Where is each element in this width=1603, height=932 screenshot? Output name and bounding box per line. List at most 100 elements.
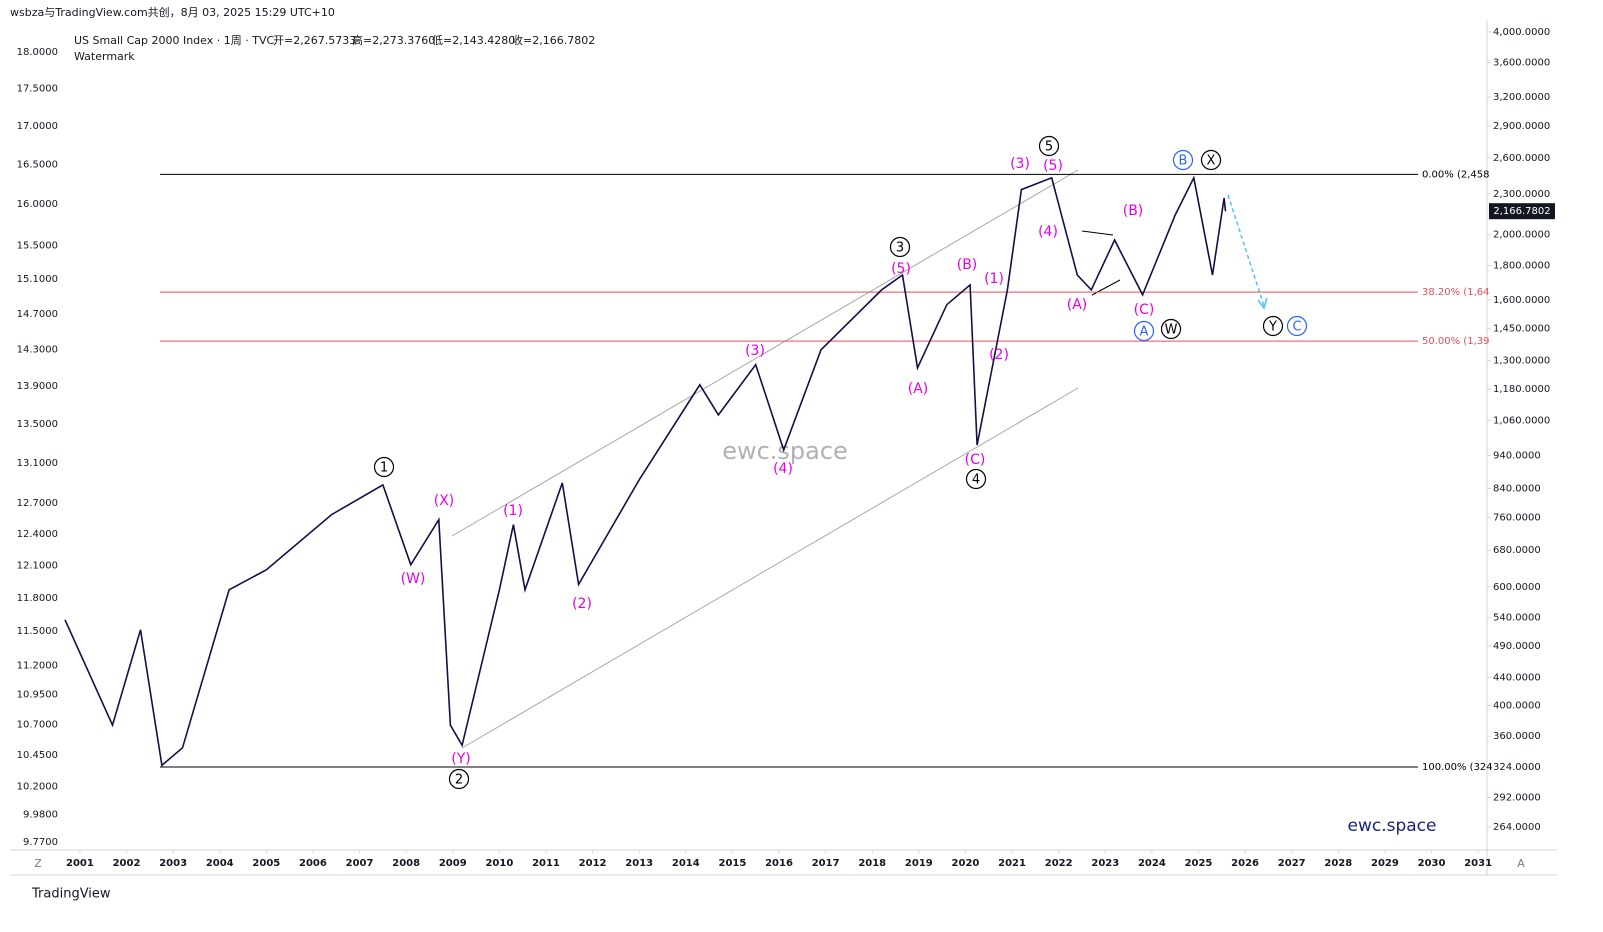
x-tick-label: 2017 xyxy=(812,858,840,869)
fib-label: 0.00% (2,458 xyxy=(1422,169,1489,180)
high: 高=2,273.3760 xyxy=(352,33,435,47)
y2-tick-label: 12.1000 xyxy=(17,560,58,571)
wave-circle xyxy=(1172,149,1194,171)
y2-tick-label: 16.0000 xyxy=(17,199,58,210)
y-tick-label: 360.0000 xyxy=(1493,731,1541,742)
wave-circle xyxy=(1038,135,1060,157)
wave-circle xyxy=(373,456,395,478)
wave-label: (3) xyxy=(745,343,765,359)
x-tick-label: 2001 xyxy=(66,858,94,869)
wave-label: 3 xyxy=(896,241,904,256)
x-tick-label: 2019 xyxy=(905,858,933,869)
x-tick-label: 2002 xyxy=(113,858,141,869)
y2-tick-label: 13.9000 xyxy=(17,381,58,392)
x-tick-label: 2006 xyxy=(299,858,327,869)
y2-tick-label: 14.7000 xyxy=(17,309,58,320)
arrow-head xyxy=(1257,297,1268,310)
corner: A xyxy=(1517,857,1525,870)
wave-label: (2) xyxy=(572,596,592,612)
wave-label: 5 xyxy=(1045,140,1053,155)
wave-label: C xyxy=(1292,320,1301,335)
triangle-line xyxy=(1091,279,1121,296)
x-tick-label: 2022 xyxy=(1045,858,1073,869)
wave-label: (1) xyxy=(984,271,1004,287)
wave-label: 2 xyxy=(455,773,463,788)
y2-tick-label: 11.8000 xyxy=(17,593,58,604)
fib-label: 50.00% (1,39 xyxy=(1422,336,1489,347)
y-tick-label: 760.0000 xyxy=(1493,513,1541,524)
y-tick-label: 3,200.0000 xyxy=(1493,92,1550,103)
price-tag: 2,166.7802 xyxy=(1493,206,1550,217)
wave-circle xyxy=(1160,318,1182,340)
x-tick-label: 2030 xyxy=(1418,858,1446,869)
x-tick-label: 2016 xyxy=(765,858,793,869)
wave-label: (A) xyxy=(1067,297,1088,313)
triangle-line xyxy=(1081,230,1114,236)
wave-label: 4 xyxy=(972,473,980,488)
wave-circle xyxy=(1286,315,1308,337)
y2-tick-label: 18.0000 xyxy=(17,47,58,58)
x-tick-label: 2024 xyxy=(1138,858,1166,869)
y2-tick-label: 12.7000 xyxy=(17,498,58,509)
price-line xyxy=(64,175,1227,767)
x-tick-label: 2015 xyxy=(718,858,746,869)
wave-label: (5) xyxy=(1043,158,1063,174)
watermark: ewc.space xyxy=(722,437,848,465)
wave-label: (3) xyxy=(1010,156,1030,172)
y2-tick-label: 10.7000 xyxy=(17,719,58,730)
wave-label: (X) xyxy=(434,493,455,509)
wave-label: (W) xyxy=(401,571,426,587)
wave-label: (4) xyxy=(1038,224,1058,240)
x-tick-label: 2027 xyxy=(1278,858,1306,869)
y2-tick-label: 10.4500 xyxy=(17,750,58,761)
channel-line xyxy=(461,387,1079,749)
wave-label: (B) xyxy=(957,257,978,273)
y-tick-label: 1,800.0000 xyxy=(1493,260,1550,271)
y-tick-label: 2,300.0000 xyxy=(1493,189,1550,200)
wave-label: (Y) xyxy=(451,751,470,767)
x-tick-label: 2009 xyxy=(439,858,467,869)
symbol: US Small Cap 2000 Index · 1周 · TVC xyxy=(74,34,274,47)
x-tick-label: 2029 xyxy=(1371,858,1399,869)
wave-circle xyxy=(1133,320,1155,342)
wave-label: W xyxy=(1165,323,1178,338)
x-tick-label: 2003 xyxy=(159,858,187,869)
y-tick-label: 1,300.0000 xyxy=(1493,356,1550,367)
y-tick-label: 600.0000 xyxy=(1493,582,1541,593)
x-tick-label: 2007 xyxy=(346,858,374,869)
attribution: wsbza与TradingView.com共创，8月 03, 2025 15:2… xyxy=(10,6,335,19)
y-tick-label: 1,180.0000 xyxy=(1493,384,1550,395)
x-tick-label: 2023 xyxy=(1091,858,1119,869)
x-tick-label: 2014 xyxy=(672,858,700,869)
wave-circle xyxy=(889,236,911,258)
wave-label: (C) xyxy=(1134,302,1155,318)
y-tick-label: 4,000.0000 xyxy=(1493,27,1550,38)
y-tick-label: 940.0000 xyxy=(1493,450,1541,461)
y2-tick-label: 14.3000 xyxy=(17,344,58,355)
wave-label: (1) xyxy=(503,503,523,519)
y2-tick-label: 17.0000 xyxy=(17,121,58,132)
y-tick-label: 324.0000 xyxy=(1493,762,1541,773)
y2-tick-label: 16.5000 xyxy=(17,159,58,170)
y2-tick-label: 13.1000 xyxy=(17,458,58,469)
wave-label: (C) xyxy=(965,452,986,468)
y2-tick-label: 15.5000 xyxy=(17,240,58,251)
y2-tick-label: 15.1000 xyxy=(17,274,58,285)
x-tick-label: 2021 xyxy=(998,858,1026,869)
x-tick-label: 2011 xyxy=(532,858,560,869)
brand: ewc.space xyxy=(1348,816,1437,836)
y-tick-label: 490.0000 xyxy=(1493,641,1541,652)
x-tick-label: 2010 xyxy=(485,858,513,869)
wave-circle xyxy=(1200,149,1222,171)
projection-arrow xyxy=(1227,194,1265,307)
y2-tick-label: 10.9500 xyxy=(17,690,58,701)
y-tick-label: 540.0000 xyxy=(1493,613,1541,624)
wave-label: (5) xyxy=(891,261,911,277)
watermark-label: Watermark xyxy=(74,50,135,63)
y-tick-label: 1,450.0000 xyxy=(1493,324,1550,335)
y2-tick-label: 12.4000 xyxy=(17,529,58,540)
y-tick-label: 680.0000 xyxy=(1493,545,1541,556)
fib-label: 100.00% (324 xyxy=(1422,762,1493,773)
